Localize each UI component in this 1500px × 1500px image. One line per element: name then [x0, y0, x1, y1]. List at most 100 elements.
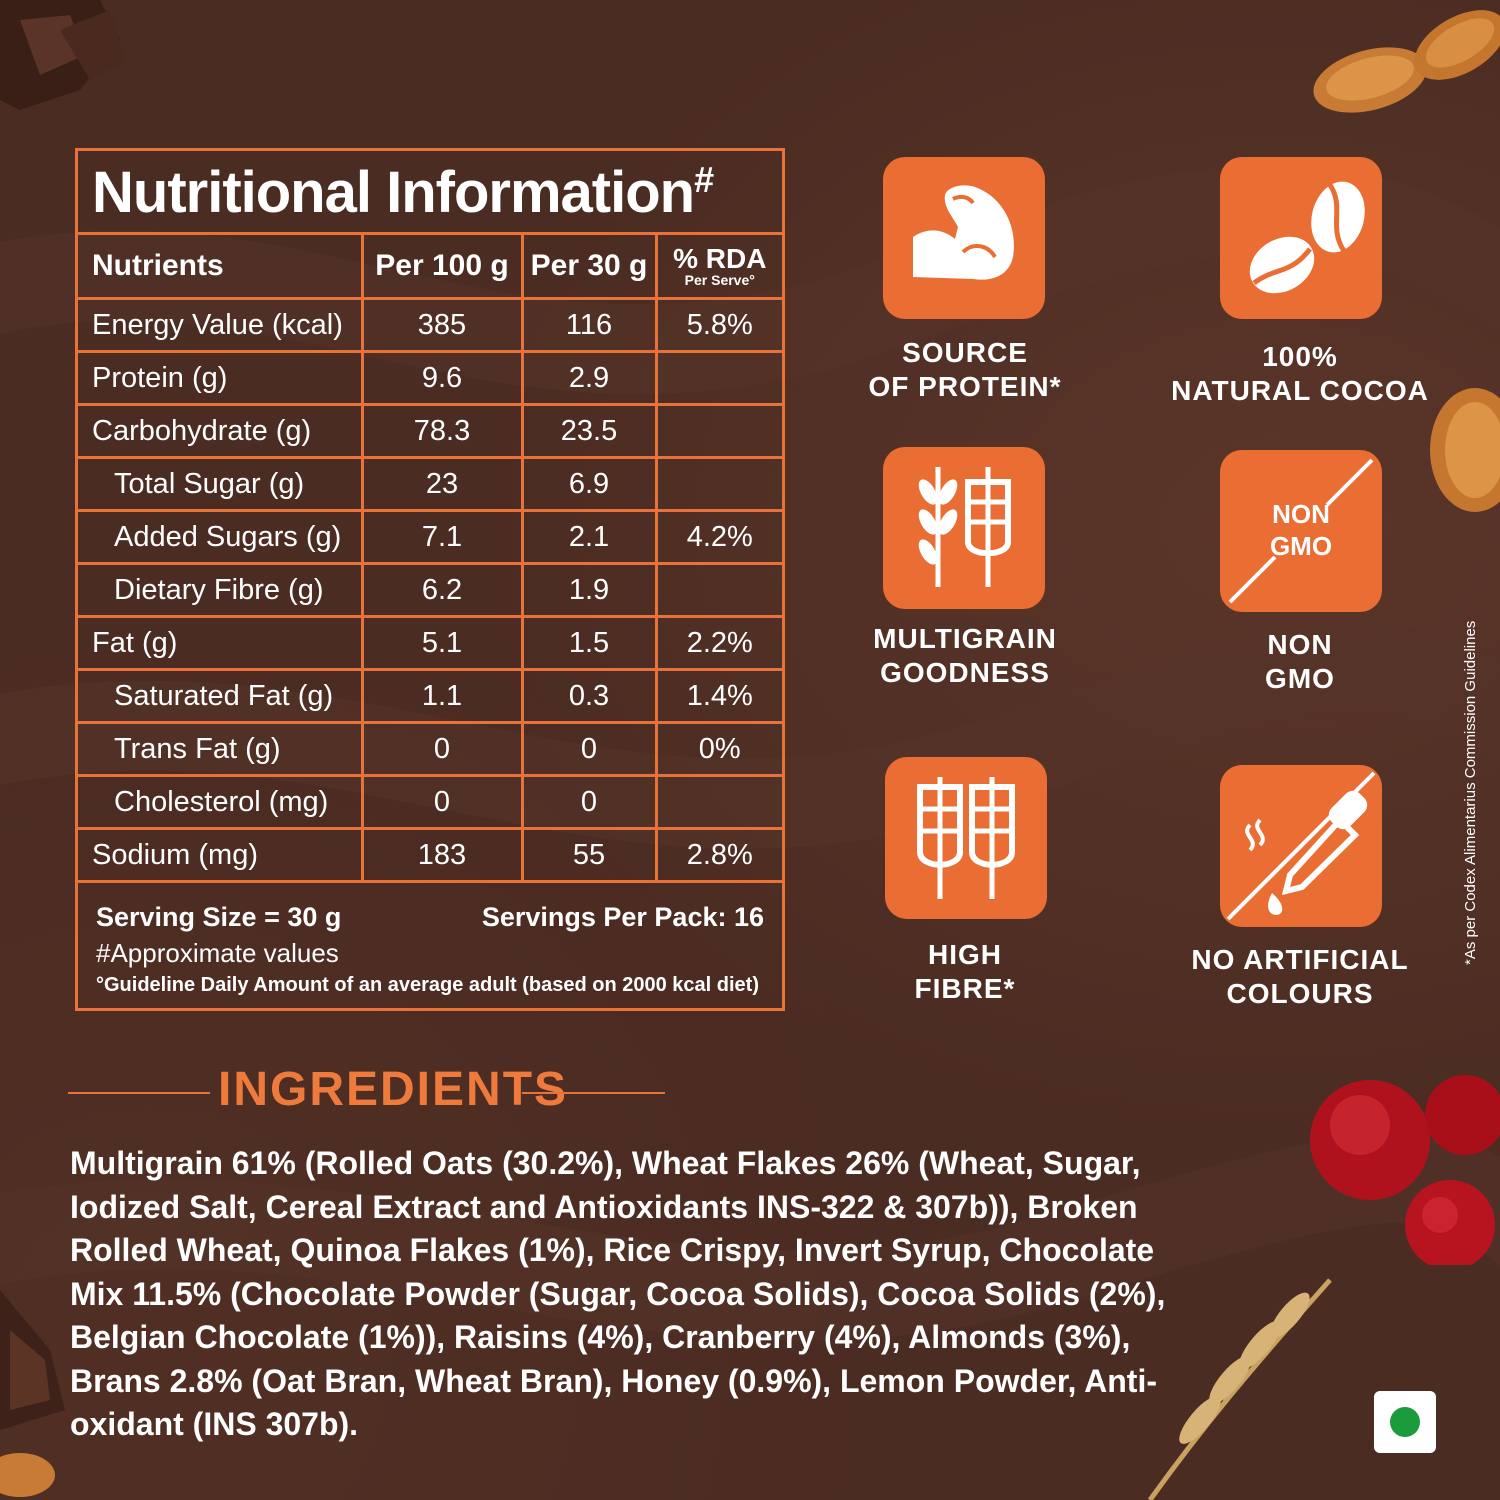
nutrient-name: Cholesterol (mg): [78, 774, 364, 830]
rda-value: [654, 562, 782, 618]
nutrition-table: Nutritional Information# Nutrients Per 1…: [75, 148, 785, 1011]
table-row: Dietary Fibre (g) 6.2 1.9: [78, 562, 782, 618]
no-artificial-colours-label-line1: NO ARTIFICIAL: [1191, 944, 1409, 975]
non-gmo-icon: [1228, 458, 1374, 604]
high-fibre-label-line1: HIGH: [928, 939, 1002, 970]
non-gmo-badge: NON GMO: [1220, 450, 1382, 612]
non-gmo-label: NON GMO: [1150, 628, 1450, 696]
per100-value: 6.2: [360, 562, 524, 618]
wheat-stalks-icon: [917, 777, 1015, 899]
cocoa-label-line2: NATURAL COCOA: [1171, 375, 1429, 406]
codex-side-note: *As per Codex Alimentarius Commission Gu…: [1462, 620, 1479, 965]
per100-value: 1.1: [360, 668, 524, 724]
header-rda-sub: Per Serve°: [684, 272, 755, 288]
rda-value: 4.2%: [654, 509, 782, 565]
ingredients-text: Multigrain 61% (Rolled Oats (30.2%), Whe…: [70, 1145, 1166, 1442]
veg-mark-icon: [1374, 1391, 1436, 1453]
multigrain-label-line2: GOODNESS: [880, 657, 1050, 688]
no-artificial-colours-label-line2: COLOURS: [1226, 978, 1374, 1009]
nutrition-title-text: Nutritional Information: [92, 160, 695, 225]
per30-value: 116: [520, 297, 658, 353]
per30-value: 0.3: [520, 668, 658, 724]
nutrient-name: Total Sugar (g): [78, 456, 364, 512]
nutrient-name: Saturated Fat (g): [78, 668, 364, 724]
rda-value: 1.4%: [654, 668, 782, 724]
veg-dot: [1390, 1407, 1420, 1437]
cranberries: [1310, 1075, 1500, 1265]
multigrain-icon: [918, 467, 1011, 587]
nutrition-footer: Serving Size = 30 g Servings Per Pack: 1…: [78, 886, 782, 1008]
nutrition-title: Nutritional Information#: [78, 151, 782, 235]
high-fibre-label-line2: FIBRE*: [914, 973, 1016, 1004]
table-row: Carbohydrate (g) 78.3 23.5: [78, 403, 782, 459]
cocoa-beans-icon: [1249, 181, 1365, 294]
high-fibre-badge: [885, 757, 1047, 919]
per100-value: 183: [360, 827, 524, 883]
gda-note: °Guideline Daily Amount of an average ad…: [96, 974, 759, 996]
chocolate-and-almond-bottom-left: [0, 1290, 65, 1497]
per100-value: 0: [360, 721, 524, 777]
cocoa-label-line1: 100%: [1262, 341, 1338, 372]
table-row: Energy Value (kcal) 385 116 5.8%: [78, 297, 782, 353]
header-per100: Per 100 g: [360, 235, 524, 300]
ingredients-title: INGREDIENTS: [218, 1063, 569, 1116]
protein-label-line1: SOURCE: [902, 337, 1028, 368]
rda-value: [654, 403, 782, 459]
table-row: Cholesterol (mg) 0 0: [78, 774, 782, 830]
header-nutrients: Nutrients: [78, 235, 364, 300]
nutrient-name: Energy Value (kcal): [78, 297, 364, 353]
nutrition-header-row: Nutrients Per 100 g Per 30 g % RDA Per Se…: [78, 235, 782, 300]
per30-value: 0: [520, 774, 658, 830]
nutrition-grid: Nutrients Per 100 g Per 30 g % RDA Per Se…: [78, 235, 782, 883]
non-gmo-label-line2: GMO: [1265, 663, 1335, 694]
non-gmo-badge-line1: NON: [1272, 499, 1330, 529]
serving-size: Serving Size = 30 g: [96, 902, 342, 932]
rda-value: [654, 774, 782, 830]
table-row: Added Sugars (g) 7.1 2.1 4.2%: [78, 509, 782, 565]
per100-value: 0: [360, 774, 524, 830]
rda-value: 0%: [654, 721, 782, 777]
per100-value: 23: [360, 456, 524, 512]
rda-value: [654, 456, 782, 512]
per30-value: 2.1: [520, 509, 658, 565]
per100-value: 7.1: [360, 509, 524, 565]
table-row: Fat (g) 5.1 1.5 2.2%: [78, 615, 782, 671]
protein-label-line2: OF PROTEIN*: [868, 371, 1062, 402]
protein-badge: [883, 157, 1045, 319]
table-row: Total Sugar (g) 23 6.9: [78, 456, 782, 512]
table-row: Saturated Fat (g) 1.1 0.3 1.4%: [78, 668, 782, 724]
per30-value: 6.9: [520, 456, 658, 512]
per100-value: 5.1: [360, 615, 524, 671]
per30-value: 0: [520, 721, 658, 777]
table-row: Sodium (mg) 183 55 2.8%: [78, 827, 782, 883]
multigrain-badge: [883, 447, 1045, 609]
per30-value: 55: [520, 827, 658, 883]
header-per30: Per 30 g: [520, 235, 658, 300]
rda-value: 2.2%: [654, 615, 782, 671]
no-artificial-colours-badge: [1220, 765, 1382, 927]
chocolate-pieces-top-left: [0, 0, 125, 110]
oat-stalk: [1147, 1278, 1332, 1500]
nutrition-title-mark: #: [694, 159, 714, 200]
nutrient-name: Trans Fat (g): [78, 721, 364, 777]
per30-value: 23.5: [520, 403, 658, 459]
header-rda-main: % RDA: [673, 243, 767, 274]
no-artificial-colours-label: NO ARTIFICIAL COLOURS: [1150, 943, 1450, 1011]
table-row: Trans Fat (g) 0 0 0%: [78, 721, 782, 777]
servings-per-pack: Servings Per Pack: 16: [481, 902, 764, 932]
non-gmo-badge-text: NON GMO: [1220, 498, 1382, 562]
per100-value: 385: [360, 297, 524, 353]
rda-value: 5.8%: [654, 297, 782, 353]
nutrient-name: Added Sugars (g): [78, 509, 364, 565]
cocoa-label: 100% NATURAL COCOA: [1150, 340, 1450, 408]
rda-value: 2.8%: [654, 827, 782, 883]
per30-value: 2.9: [520, 350, 658, 406]
table-row: Protein (g) 9.6 2.9: [78, 350, 782, 406]
per30-value: 1.9: [520, 562, 658, 618]
header-rda: % RDA Per Serve°: [654, 235, 782, 300]
dropper-icon: [1226, 771, 1376, 921]
nutrient-name: Dietary Fibre (g): [78, 562, 364, 618]
per100-value: 9.6: [360, 350, 524, 406]
per100-value: 78.3: [360, 403, 524, 459]
